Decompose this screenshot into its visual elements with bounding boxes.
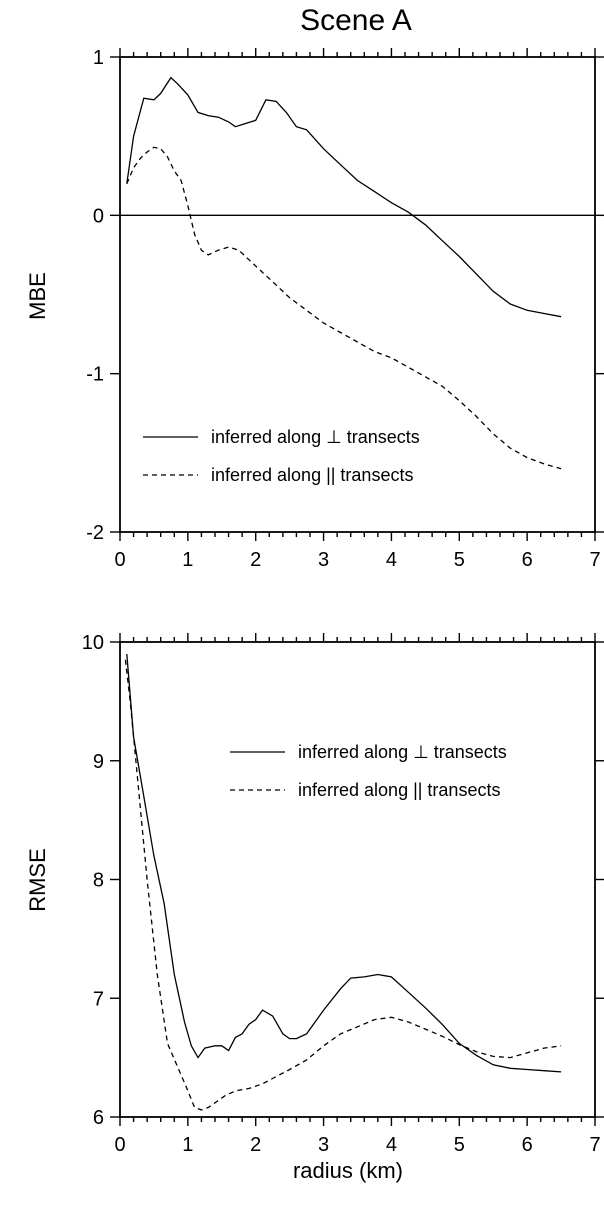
mbe-plot-frame (119, 56, 596, 533)
mbe-series-perpendicular-line (126, 76, 562, 318)
rmse-y-tick-label: 8 (93, 870, 104, 892)
rmse-x-tick-label: 7 (589, 1134, 600, 1156)
rmse-x-tick-label: 4 (386, 1134, 397, 1156)
rmse-x-tick-label: 1 (182, 1134, 193, 1156)
rmse-x-tick-label: 6 (522, 1134, 533, 1156)
rmse-y-tick-label: 9 (93, 751, 104, 773)
mbe-x-tick-label: 2 (250, 549, 261, 571)
mbe-y-tick-label: -2 (86, 522, 104, 544)
rmse-y-tick-label: 10 (82, 632, 104, 654)
mbe-x-tick-label: 1 (182, 549, 193, 571)
rmse-y-axis-label: RMSE (25, 848, 50, 912)
rmse-chart: RMSE 0 1 2 3 4 5 6 7 10 9 8 7 6 inferred along ⊥ tran… (25, 632, 604, 1156)
mbe-x-tick-label: 0 (114, 549, 125, 571)
mbe-series-parallel-line (126, 146, 562, 470)
figure-title: Scene A (300, 4, 412, 37)
rmse-legend-label: inferred along || transects (298, 780, 500, 800)
mbe-x-tick-label: 7 (589, 549, 600, 571)
rmse-y-tick-label: 6 (93, 1107, 104, 1129)
rmse-x-tick-label: 3 (318, 1134, 329, 1156)
mbe-y-tick-label: 1 (93, 47, 104, 69)
rmse-y-tick-label: 7 (93, 988, 104, 1010)
rmse-x-tick-label: 2 (250, 1134, 261, 1156)
mbe-y-axis-label: MBE (25, 272, 50, 320)
mbe-x-tick-label: 6 (522, 549, 533, 571)
rmse-x-tick-label: 0 (114, 1134, 125, 1156)
mbe-legend-label: inferred along || transects (211, 465, 413, 485)
mbe-y-tick-label: -1 (86, 364, 104, 386)
x-axis-label: radius (km) (293, 1158, 403, 1183)
mbe-x-tick-label: 5 (454, 549, 465, 571)
mbe-y-tick-label: 0 (93, 205, 104, 227)
rmse-legend-label: inferred along ⊥ transects (298, 742, 507, 762)
rmse-x-tick-label: 5 (454, 1134, 465, 1156)
mbe-legend-label: inferred along ⊥ transects (211, 427, 420, 447)
rmse-series-perpendicular-line (126, 653, 562, 1073)
mbe-x-tick-label: 3 (318, 549, 329, 571)
mbe-chart: MBE 0 1 2 3 4 5 6 7 1 0 -1 -2 inferred along ⊥ trans… (25, 47, 604, 571)
mbe-x-tick-label: 4 (386, 549, 397, 571)
rmse-series-parallel-line (124, 659, 562, 1111)
